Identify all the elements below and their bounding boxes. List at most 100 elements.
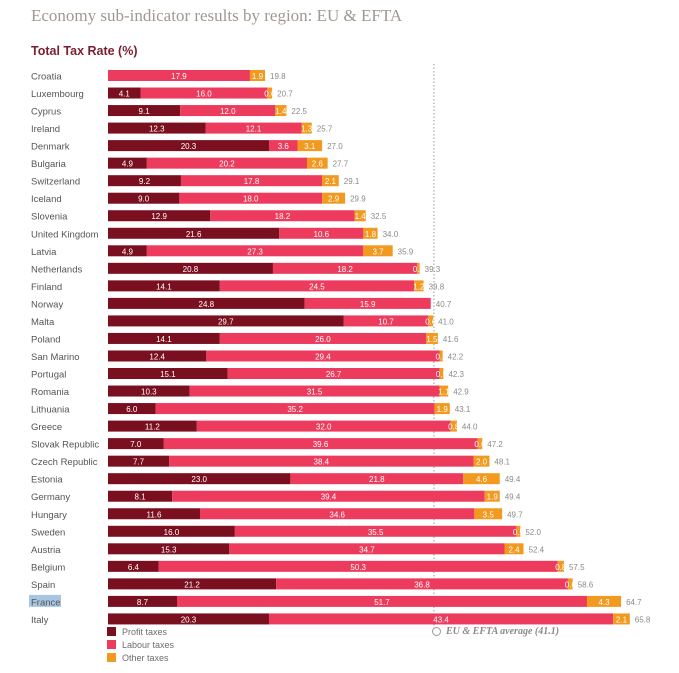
bar-segment-profit xyxy=(108,560,159,572)
data-label-other: 0.6 xyxy=(264,90,276,99)
bar-segment-labour xyxy=(272,262,418,274)
bar-segment-labour xyxy=(163,438,478,450)
bar-segment-other xyxy=(354,210,366,222)
data-label-other: 1.9 xyxy=(437,405,449,414)
data-label-labour: 27.3 xyxy=(247,247,263,256)
category-label: Sweden xyxy=(31,527,65,538)
total-label: 22.5 xyxy=(291,107,307,116)
bar-segment-other xyxy=(477,438,483,450)
bar-segment-labour xyxy=(219,332,426,344)
data-label-other: 0.4 xyxy=(435,352,447,361)
category-label: Denmark xyxy=(31,142,70,153)
bar-segment-other xyxy=(463,473,500,485)
data-label-labour: 34.6 xyxy=(329,510,345,519)
bar-segment-other xyxy=(267,87,273,99)
category-label: Ireland xyxy=(31,124,60,135)
data-label-profit: 21.6 xyxy=(186,230,202,239)
data-label-labour: 26.7 xyxy=(326,370,342,379)
bar-segment-profit xyxy=(108,192,180,204)
bar-segment-labour xyxy=(196,420,451,432)
bar-segment-profit xyxy=(108,473,291,485)
data-label-labour: 29.4 xyxy=(315,352,331,361)
category-label: Malta xyxy=(31,317,55,328)
data-label-labour: 50.3 xyxy=(350,563,366,572)
data-label-other: 2.4 xyxy=(508,545,520,554)
bar-segment-labour xyxy=(176,595,587,607)
bar-segment-other xyxy=(516,525,521,537)
bar-segment-other xyxy=(450,420,457,432)
bar-segment-other xyxy=(322,175,339,187)
bar-segment-other xyxy=(425,332,438,344)
bar-segment-profit xyxy=(108,438,164,450)
category-label: Belgium xyxy=(31,562,65,573)
data-label-labour: 16.0 xyxy=(196,90,212,99)
category-label: Slovak Republic xyxy=(31,440,99,451)
average-label: EU & EFTA average (41.1) xyxy=(446,626,560,637)
bar-segment-other xyxy=(504,543,524,555)
bar-segment-labour xyxy=(155,403,435,415)
bar-segment-labour xyxy=(180,175,323,187)
bar-segment-other xyxy=(586,595,622,607)
data-label-profit: 23.0 xyxy=(191,475,207,484)
data-label-labour: 17.8 xyxy=(244,177,260,186)
data-label-labour: 51.7 xyxy=(374,598,390,607)
data-label-profit: 16.0 xyxy=(164,528,180,537)
bar-segment-labour xyxy=(180,105,276,117)
bar-segment-other xyxy=(363,245,393,257)
total-label: 44.0 xyxy=(462,423,478,432)
data-label-other: 2.1 xyxy=(616,615,628,624)
data-label-labour: 39.4 xyxy=(321,493,337,502)
bar-segment-labour xyxy=(199,508,475,520)
data-label-labour: 12.0 xyxy=(220,107,236,116)
bar-segment-profit xyxy=(108,210,211,222)
data-label-other: 1.4 xyxy=(355,212,367,221)
total-label: 64.7 xyxy=(626,598,642,607)
average-note: EU & EFTA average (41.1) xyxy=(432,626,559,637)
category-label: Norway xyxy=(31,299,63,310)
data-label-profit: 10.3 xyxy=(141,388,157,397)
category-label: Luxembourg xyxy=(31,89,84,100)
data-label-profit: 20.3 xyxy=(181,142,197,151)
data-label-labour: 38.4 xyxy=(314,458,330,467)
bar-segment-labour xyxy=(169,455,474,467)
category-label: United Kingdom xyxy=(31,229,99,240)
bar-segment-other xyxy=(439,368,444,380)
legend: Profit taxes Labour taxes Other taxes xyxy=(107,625,174,664)
data-label-other: 3.5 xyxy=(483,510,495,519)
bar-segment-profit xyxy=(108,595,177,607)
total-label: 58.6 xyxy=(578,580,594,589)
data-label-other: 3.1 xyxy=(304,142,316,151)
bar-segment-profit xyxy=(108,455,170,467)
total-label: 41.6 xyxy=(443,335,459,344)
data-label-other: 1.9 xyxy=(487,493,499,502)
data-label-other: 4.6 xyxy=(476,475,488,484)
data-label-profit: 21.2 xyxy=(184,580,200,589)
category-label: Portugal xyxy=(31,370,66,381)
bar-segment-other xyxy=(474,508,503,520)
data-label-labour: 24.5 xyxy=(309,282,325,291)
bar-segment-profit xyxy=(108,122,206,134)
bar-segment-profit xyxy=(108,368,228,380)
data-label-profit: 12.3 xyxy=(149,125,165,134)
bar-segment-labour xyxy=(179,192,323,204)
data-label-profit: 4.1 xyxy=(119,90,131,99)
legend-label-labour: Labour taxes xyxy=(122,639,175,650)
data-label-other: 0.5 xyxy=(513,528,525,537)
bar-segment-profit xyxy=(108,350,207,362)
data-label-labour: 10.6 xyxy=(314,230,330,239)
category-label: Germany xyxy=(31,492,70,503)
total-label: 52.0 xyxy=(525,528,541,537)
category-label: Czech Republic xyxy=(31,457,98,468)
data-label-profit: 14.1 xyxy=(156,282,172,291)
category-label: Croatia xyxy=(31,72,62,83)
data-label-labour: 35.2 xyxy=(287,405,303,414)
data-label-profit: 15.3 xyxy=(161,545,177,554)
bar-segment-other xyxy=(249,70,266,81)
bar-segment-profit xyxy=(108,578,277,590)
category-label: Cyprus xyxy=(31,107,61,118)
category-label: Latvia xyxy=(31,247,57,258)
total-label: 47.2 xyxy=(487,440,503,449)
bar-segment-labour xyxy=(146,245,364,257)
data-label-other: 1.5 xyxy=(426,335,438,344)
